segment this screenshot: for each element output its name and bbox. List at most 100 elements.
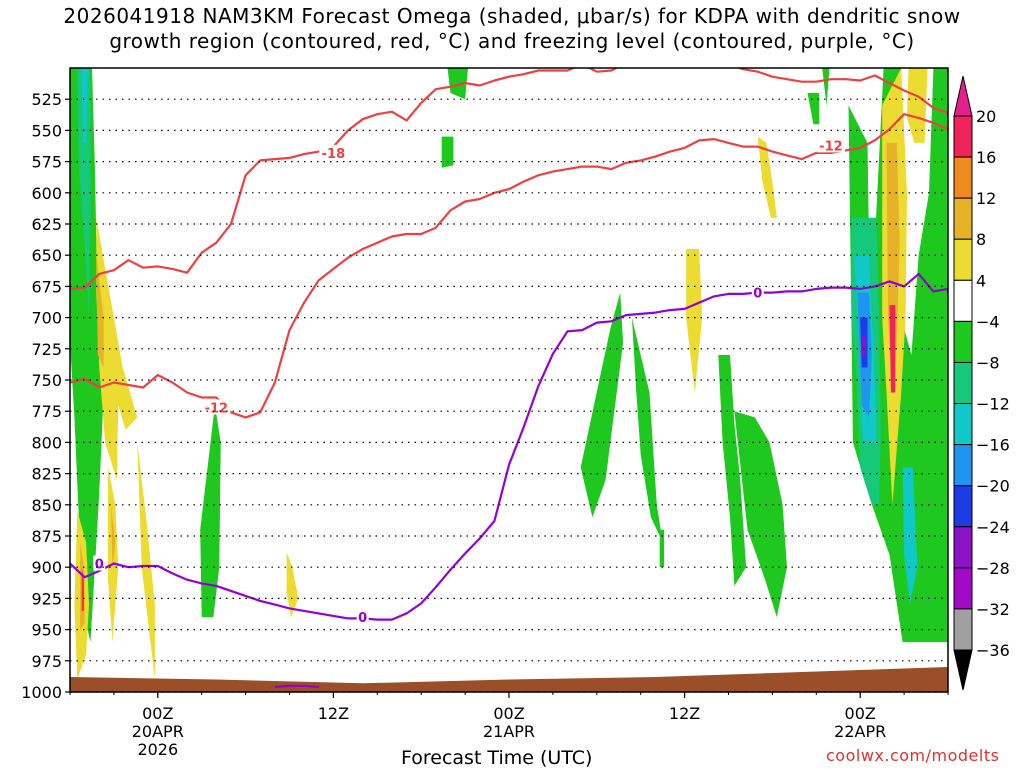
contour-freezing-level-near-ground <box>274 684 319 689</box>
colorbar-label-6: −8 <box>976 353 1000 372</box>
colorbar-box-11 <box>953 567 973 610</box>
colorbar-box-3 <box>953 238 973 281</box>
ground-fill <box>70 667 948 692</box>
colorbar-box-9 <box>953 485 973 528</box>
omega-region-17 <box>686 249 703 393</box>
contour-dgz-cold-edge <box>70 113 948 419</box>
y-tick-label-600: 600 <box>31 184 62 203</box>
contour-label-3: 0 <box>95 557 104 572</box>
colorbar: 20 16 12 8 4 −4 −8 −12 −16 −20 −24 −28 −32 −36 <box>953 75 1010 691</box>
colorbar-label-1: 16 <box>976 148 996 167</box>
omega-region-22 <box>807 93 820 125</box>
colorbar-box-6 <box>953 361 973 405</box>
x-tick-label-2-1: 21APR <box>483 722 535 741</box>
y-tick-label-925: 925 <box>31 589 62 608</box>
colorbar-box-0 <box>953 115 973 158</box>
colorbar-label-12: −32 <box>976 600 1010 619</box>
contour-label-4: 0 <box>358 611 367 626</box>
contour-label-bg-2 <box>816 137 845 153</box>
omega-region-2 <box>81 68 88 143</box>
y-tick-label-575: 575 <box>31 153 62 172</box>
colorbar-label-7: −12 <box>976 395 1010 414</box>
omega-region-33 <box>889 305 896 393</box>
colorbar-label-3: 8 <box>976 230 986 249</box>
y-tick-label-875: 875 <box>31 527 62 546</box>
y-tick-label-550: 550 <box>31 121 62 140</box>
chart-title-line-1: 2026041918 NAM3KM Forecast Omega (shaded… <box>63 4 961 28</box>
contour-label-bg-0 <box>319 144 348 160</box>
x-tick-label-0-2: 2026 <box>137 740 178 759</box>
colorbar-box-10 <box>953 526 973 569</box>
y-tick-label-1000: 1000 <box>21 683 62 702</box>
plot-area: -18 -12 -12 0 0 0 <box>70 68 948 692</box>
colorbar-label-11: −28 <box>976 559 1010 578</box>
omega-region-19 <box>734 411 787 618</box>
omega-region-13 <box>447 68 468 100</box>
omega-region-23 <box>822 68 830 106</box>
x-tick-label-4-0: 00Z <box>845 704 876 723</box>
omega-region-18 <box>718 355 747 586</box>
omega-region-35 <box>918 317 932 468</box>
omega-region-32 <box>886 142 900 393</box>
contour-label-bg-5 <box>751 284 764 300</box>
y-tick-label-850: 850 <box>31 496 62 515</box>
colorbar-box-12 <box>953 608 973 651</box>
y-axis: 525 550 575 600 625 650 675 700 725 750 775 800 825 8… <box>21 90 70 702</box>
omega-region-20 <box>659 529 665 568</box>
colorbar-label-9: −20 <box>976 477 1010 496</box>
omega-region-12 <box>286 552 299 618</box>
chart-title: 2026041918 NAM3KM Forecast Omega (shaded… <box>0 4 1024 54</box>
attribution-link[interactable]: coolwx.com/modelts <box>826 746 1000 765</box>
omega-region-21 <box>757 136 777 218</box>
y-tick-label-950: 950 <box>31 621 62 640</box>
colorbar-box-1 <box>953 156 973 199</box>
x-tick-label-2-0: 00Z <box>493 704 524 723</box>
colorbar-label-10: −24 <box>976 518 1010 537</box>
contour-label-bg-4 <box>356 609 369 625</box>
y-tick-label-825: 825 <box>31 465 62 484</box>
x-tick-label-0-0: 00Z <box>142 704 173 723</box>
x-axis-title: Forecast Time (UTC) <box>401 747 593 769</box>
colorbar-label-5: −4 <box>976 312 1000 331</box>
y-tick-label-525: 525 <box>31 90 62 109</box>
colorbar-label-4: 4 <box>976 271 986 290</box>
colorbar-box-5 <box>953 320 973 363</box>
contour-label-bg-1 <box>202 399 231 415</box>
y-tick-label-725: 725 <box>31 340 62 359</box>
omega-region-0 <box>70 68 104 643</box>
omega-region-11 <box>200 405 221 618</box>
y-tick-label-975: 975 <box>31 652 62 671</box>
y-tick-label-625: 625 <box>31 215 62 234</box>
colorbar-label-2: 12 <box>976 189 996 208</box>
y-tick-label-750: 750 <box>31 371 62 390</box>
x-tick-label-3-0: 12Z <box>669 704 700 723</box>
omega-region-15 <box>580 292 624 518</box>
y-tick-label-675: 675 <box>31 277 62 296</box>
colorbar-top-arrow <box>953 75 973 117</box>
contour-label-5: 0 <box>753 287 762 302</box>
y-tick-label-775: 775 <box>31 402 62 421</box>
omega-region-4 <box>96 255 104 368</box>
x-tick-label-1-0: 12Z <box>318 704 349 723</box>
colorbar-label-13: −36 <box>976 641 1010 660</box>
colorbar-label-8: −16 <box>976 436 1010 455</box>
contour-dgz-warm-edge <box>70 68 948 290</box>
contour-label-1: -12 <box>205 401 229 416</box>
colorbar-box-4 <box>953 279 973 322</box>
chart-title-line-2: growth region (contoured, red, °C) and f… <box>109 29 915 53</box>
y-tick-label-900: 900 <box>31 558 62 577</box>
y-tick-label-650: 650 <box>31 246 62 265</box>
colorbar-box-2 <box>953 197 973 240</box>
omega-region-34 <box>907 68 928 143</box>
omega-region-7 <box>81 567 84 611</box>
colorbar-label-0: 20 <box>976 107 996 126</box>
omega-region-16 <box>631 317 663 543</box>
y-tick-label-700: 700 <box>31 309 62 328</box>
colorbar-box-8 <box>953 444 973 487</box>
contour-freezing-level <box>70 272 948 621</box>
omega-region-10 <box>137 442 155 680</box>
colorbar-box-7 <box>953 403 973 446</box>
x-tick-label-4-1: 22APR <box>834 722 886 741</box>
